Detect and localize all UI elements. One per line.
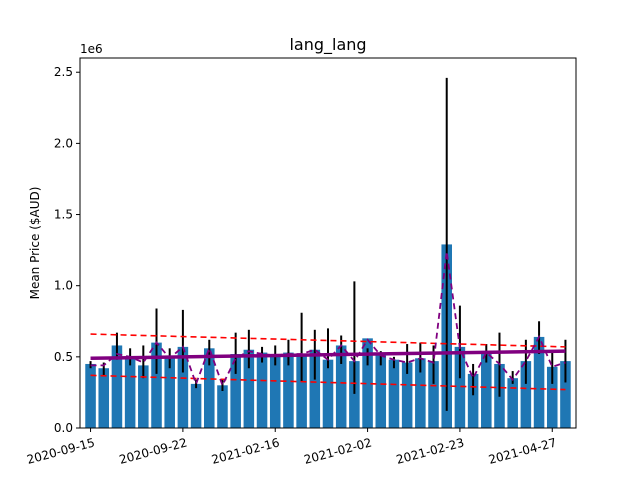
bar xyxy=(85,363,96,428)
bar xyxy=(309,349,321,428)
x-tick-label: 2021-02-23 xyxy=(395,435,466,467)
bar xyxy=(520,361,532,428)
bar xyxy=(507,378,518,428)
bar xyxy=(401,362,413,428)
bar xyxy=(388,359,400,428)
x-tick-label: 2021-02-16 xyxy=(210,435,281,467)
bar xyxy=(454,346,466,428)
bar xyxy=(177,346,189,428)
y-tick-label: 1.0 xyxy=(54,279,73,293)
bar xyxy=(546,366,558,428)
bar xyxy=(322,359,334,428)
bar xyxy=(151,342,162,428)
bar xyxy=(428,361,439,428)
y-tick-label: 2.0 xyxy=(54,136,73,150)
chart-title: lang_lang xyxy=(289,35,366,55)
bar xyxy=(349,361,360,428)
bar xyxy=(230,354,241,428)
bar xyxy=(533,336,545,428)
x-tick-label: 2020-09-22 xyxy=(118,435,189,467)
bar xyxy=(217,385,228,428)
bar xyxy=(243,349,255,428)
lower-band-line xyxy=(90,374,566,391)
bar xyxy=(283,352,294,428)
bar xyxy=(481,354,492,428)
y-tick-label: 1.5 xyxy=(54,208,73,222)
bar xyxy=(124,356,136,428)
y-axis-label: Mean Price ($AUD) xyxy=(28,187,42,300)
lines-group xyxy=(90,251,566,391)
bar xyxy=(467,373,479,428)
bar xyxy=(138,365,149,428)
bar xyxy=(204,348,215,428)
plot-frame xyxy=(79,57,577,429)
bar xyxy=(560,361,571,428)
bar xyxy=(375,355,387,428)
trend-line xyxy=(90,349,566,361)
x-tick-label: 2020-09-15 xyxy=(25,435,96,467)
y-tick-label: 0.5 xyxy=(54,350,73,364)
x-tick-label: 2021-02-02 xyxy=(302,435,373,467)
bar xyxy=(256,352,268,428)
bar xyxy=(269,355,281,428)
bar xyxy=(164,358,175,428)
bar xyxy=(335,345,347,428)
x-ticks-group: 2020-09-15 2020-09-22 2021-02-16 2021-02-02… xyxy=(25,428,558,467)
y-tick-label: 2.5 xyxy=(54,65,73,79)
bar xyxy=(362,338,373,428)
bar xyxy=(111,345,123,428)
y-ticks-group: 0.0 0.5 1.0 1.5 2.0 2.5 xyxy=(54,65,80,435)
bar xyxy=(190,383,202,428)
bar xyxy=(296,354,307,428)
y-multiplier-label: 1e6 xyxy=(80,42,103,56)
x-tick-label: 2021-04-27 xyxy=(487,435,558,467)
bar xyxy=(415,358,426,428)
bar xyxy=(98,368,110,428)
y-tick-label: 0.0 xyxy=(54,421,73,435)
upper-band-line xyxy=(90,333,566,348)
